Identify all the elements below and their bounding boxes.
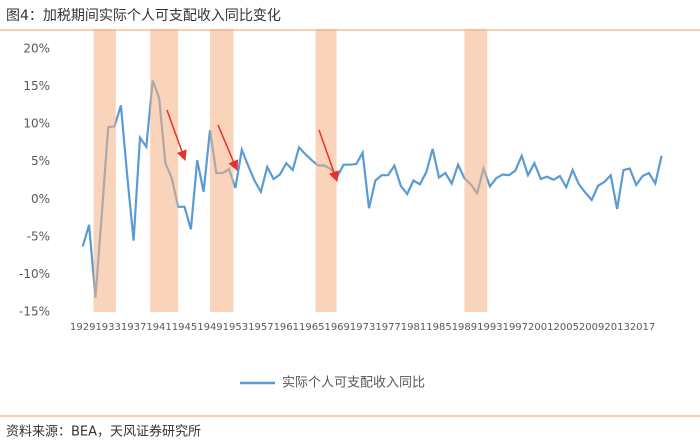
x-tick-label: 1969	[324, 322, 349, 333]
x-tick-label: 1937	[121, 322, 146, 333]
x-tick-label: 1929	[70, 322, 95, 333]
series-line	[81, 80, 663, 298]
x-tick-label: 1973	[350, 322, 375, 333]
x-tick-label: 1933	[95, 322, 120, 333]
shaded-period	[209, 29, 234, 312]
y-tick-label: 15%	[23, 79, 50, 93]
x-tick-label: 2013	[604, 322, 629, 333]
y-tick-label: -5%	[27, 229, 50, 243]
shaded-period	[150, 29, 179, 312]
x-tick-label: 2009	[579, 322, 604, 333]
x-tick-label: 1949	[197, 322, 222, 333]
source: 资料来源：BEA，天风证券研究所	[6, 424, 201, 440]
y-tick-label: 20%	[23, 42, 50, 56]
x-tick-label: 2017	[630, 322, 655, 333]
x-tick-label: 2001	[528, 322, 553, 333]
x-tick-label: 1985	[426, 322, 451, 333]
shaded-period	[93, 29, 116, 312]
y-tick-label: 10%	[23, 117, 50, 131]
y-tick-label: -15%	[19, 305, 50, 319]
x-tick-label: 1981	[401, 322, 426, 333]
x-tick-label: 1957	[248, 322, 273, 333]
shaded-period	[464, 29, 488, 312]
x-tick-label: 1941	[146, 322, 171, 333]
x-tick-label: 2005	[553, 322, 578, 333]
x-tick-label: 1945	[172, 322, 197, 333]
annotations	[166, 109, 339, 182]
arrow	[318, 129, 339, 182]
y-tick-label: 0%	[31, 192, 50, 206]
shaded-period	[315, 29, 337, 312]
arrow	[166, 109, 187, 161]
x-tick-label: 1989	[452, 322, 477, 333]
x-tick-label: 1953	[223, 322, 248, 333]
x-tick-label: 1961	[274, 322, 299, 333]
x-tick-label: 1997	[503, 322, 528, 333]
x-tick-label: 1993	[477, 322, 502, 333]
y-tick-label: -10%	[19, 267, 50, 281]
x-tick-label: 1977	[375, 322, 400, 333]
arrow	[217, 124, 239, 171]
x-tick-label: 1965	[299, 322, 324, 333]
legend-label: 实际个人可支配收入同比	[282, 376, 425, 391]
y-tick-label: 5%	[31, 154, 50, 168]
chart-title: 图4：加税期间实际个人可支配收入同比变化	[6, 8, 281, 24]
